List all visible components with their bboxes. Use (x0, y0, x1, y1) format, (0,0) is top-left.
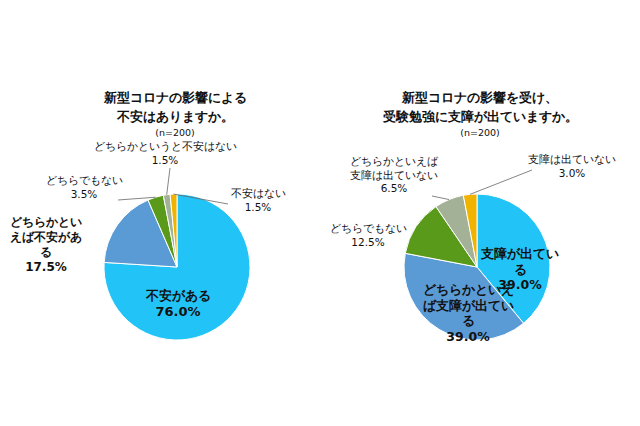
svg-text:どちらでもない3.5%: どちらでもない3.5% (46, 174, 123, 200)
svg-text:不安がある76.0%: 不安がある76.0% (145, 288, 211, 319)
html-text:(n=200): (n=200) (155, 127, 195, 138)
svg-text:どちらでもない12.5%: どちらでもない12.5% (330, 222, 407, 248)
svg-text:どちらかといえば支障が出ている39.0%: どちらかといえば支障が出ている39.0% (423, 282, 514, 344)
html-text:不安はありますか。: 不安はありますか。 (116, 109, 234, 124)
html-text:(n=200): (n=200) (460, 127, 500, 138)
html-text:支障が出てい: 支障が出てい (481, 246, 559, 261)
svg-text:支障は出ていない3.0%: 支障は出ていない3.0% (528, 153, 616, 179)
svg-text:どちらかといえば不安がある17.5%: どちらかといえば不安がある17.5% (10, 215, 82, 274)
html-text:新型コロナの影響を受け、: 新型コロナの影響を受け、 (402, 90, 558, 105)
html-text:新型コロナの影響による: 新型コロナの影響による (103, 90, 247, 105)
svg-text:どちらかというと不安はない1.5%: どちらかというと不安はない1.5% (94, 140, 237, 166)
svg-text:不安はない1.5%: 不安はない1.5% (231, 187, 286, 213)
svg-text:どちらかといえば支障は出ていない6.5%: どちらかといえば支障は出ていない6.5% (350, 155, 439, 194)
html-text:39.0%: 39.0% (498, 277, 542, 292)
html-text:る: る (513, 261, 527, 277)
html-text:受験勉強に支障が出ていますか。: 受験勉強に支障が出ていますか。 (382, 109, 578, 124)
